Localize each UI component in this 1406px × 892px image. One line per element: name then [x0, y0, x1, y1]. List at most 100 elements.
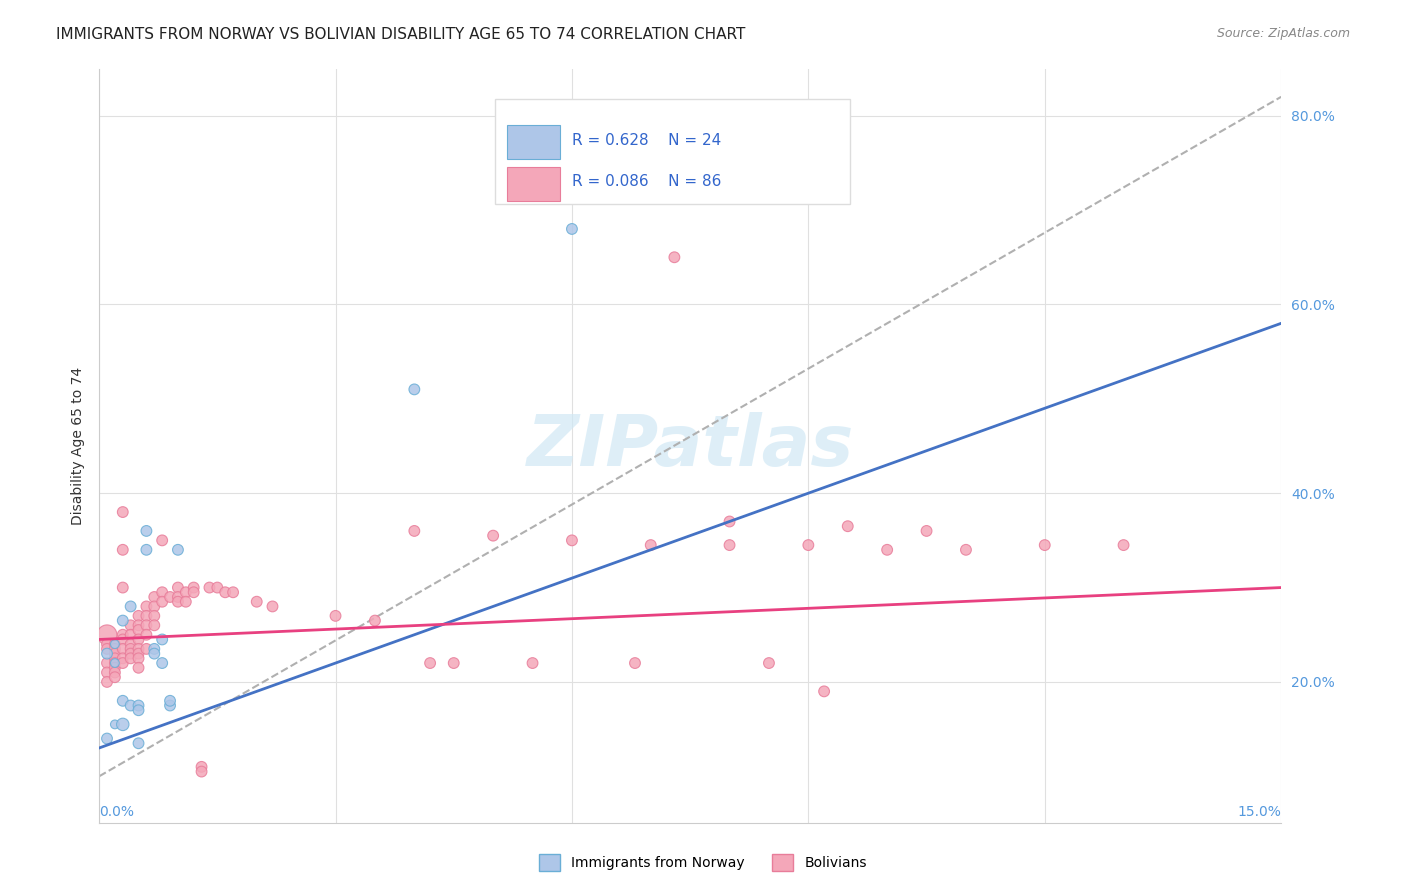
Point — [104, 661, 127, 675]
Point — [955, 542, 977, 557]
Point — [128, 651, 150, 665]
Point — [96, 628, 118, 642]
Point — [1112, 538, 1135, 552]
Point — [262, 599, 284, 614]
FancyBboxPatch shape — [508, 167, 560, 201]
Point — [120, 698, 142, 713]
Point — [96, 731, 118, 746]
Point — [104, 665, 127, 680]
Point — [111, 505, 134, 519]
Point — [104, 647, 127, 661]
Point — [128, 647, 150, 661]
Point — [135, 628, 157, 642]
Point — [104, 656, 127, 670]
Point — [183, 581, 205, 595]
Point — [174, 585, 197, 599]
Point — [143, 647, 166, 661]
Point — [96, 674, 118, 689]
Point — [190, 760, 212, 774]
Point — [364, 614, 387, 628]
Point — [135, 608, 157, 623]
Point — [1033, 538, 1056, 552]
Point — [104, 641, 127, 656]
Point — [207, 581, 229, 595]
Point — [482, 529, 505, 543]
Point — [96, 641, 118, 656]
Point — [128, 623, 150, 637]
Text: 0.0%: 0.0% — [100, 805, 134, 819]
Point — [419, 656, 441, 670]
Point — [128, 618, 150, 632]
Point — [120, 651, 142, 665]
Point — [111, 581, 134, 595]
Text: 15.0%: 15.0% — [1237, 805, 1281, 819]
Point — [159, 694, 181, 708]
Point — [837, 519, 859, 533]
Text: IMMIGRANTS FROM NORWAY VS BOLIVIAN DISABILITY AGE 65 TO 74 CORRELATION CHART: IMMIGRANTS FROM NORWAY VS BOLIVIAN DISAB… — [56, 27, 745, 42]
Point — [135, 641, 157, 656]
Y-axis label: Disability Age 65 to 74: Disability Age 65 to 74 — [72, 367, 86, 525]
Point — [813, 684, 835, 698]
Point — [111, 641, 134, 656]
Point — [404, 383, 426, 397]
Text: R = 0.628    N = 24: R = 0.628 N = 24 — [572, 133, 721, 148]
Point — [120, 628, 142, 642]
Point — [96, 656, 118, 670]
Point — [143, 608, 166, 623]
Point — [183, 585, 205, 599]
Point — [120, 641, 142, 656]
Point — [246, 595, 269, 609]
FancyBboxPatch shape — [495, 99, 849, 204]
Point — [150, 533, 173, 548]
Point — [561, 222, 583, 236]
Point — [128, 608, 150, 623]
Point — [104, 637, 127, 651]
Point — [128, 698, 150, 713]
Point — [104, 656, 127, 670]
Point — [167, 590, 190, 604]
Point — [111, 542, 134, 557]
Point — [522, 656, 544, 670]
Point — [135, 542, 157, 557]
Point — [128, 641, 150, 656]
Point — [443, 656, 465, 670]
Point — [190, 764, 212, 779]
Point — [111, 628, 134, 642]
Point — [128, 661, 150, 675]
Point — [167, 595, 190, 609]
Point — [325, 608, 347, 623]
Point — [120, 618, 142, 632]
Point — [111, 694, 134, 708]
Point — [96, 637, 118, 651]
Point — [104, 670, 127, 684]
Point — [640, 538, 662, 552]
Point — [111, 651, 134, 665]
Point — [128, 632, 150, 647]
Point — [135, 618, 157, 632]
Point — [664, 250, 686, 264]
Point — [143, 618, 166, 632]
Text: ZIPatlas: ZIPatlas — [526, 411, 853, 481]
Text: Source: ZipAtlas.com: Source: ZipAtlas.com — [1216, 27, 1350, 40]
Legend: Immigrants from Norway, Bolivians: Immigrants from Norway, Bolivians — [533, 848, 873, 876]
Point — [150, 656, 173, 670]
Point — [198, 581, 221, 595]
Point — [143, 590, 166, 604]
Point — [404, 524, 426, 538]
Point — [104, 651, 127, 665]
Point — [96, 647, 118, 661]
Point — [876, 542, 898, 557]
FancyBboxPatch shape — [508, 125, 560, 159]
Point — [214, 585, 236, 599]
Point — [797, 538, 820, 552]
Point — [111, 632, 134, 647]
Point — [758, 656, 780, 670]
Point — [128, 703, 150, 717]
Point — [111, 656, 134, 670]
Text: R = 0.086    N = 86: R = 0.086 N = 86 — [572, 174, 721, 189]
Point — [135, 524, 157, 538]
Point — [120, 637, 142, 651]
Point — [111, 614, 134, 628]
Point — [561, 533, 583, 548]
Point — [150, 595, 173, 609]
